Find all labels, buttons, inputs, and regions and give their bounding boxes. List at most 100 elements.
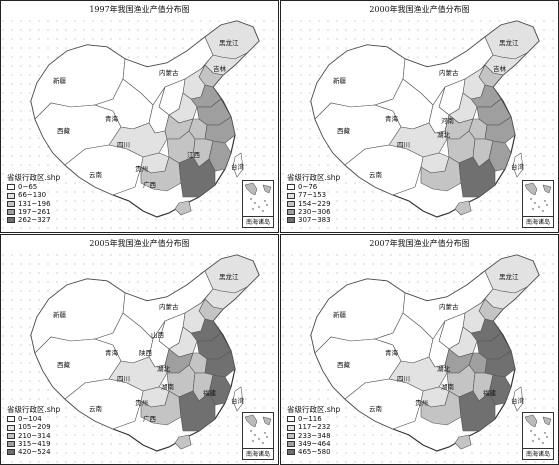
legend-swatch	[7, 200, 15, 207]
south-china-sea-inset: 南海诸岛	[522, 180, 554, 228]
legend-item: 0~116	[287, 415, 340, 423]
legend-swatch	[287, 424, 295, 431]
legend-swatch	[287, 208, 295, 215]
map-legend: 省级行政区.shp 0~104 105~209 210~314 315~419 420~5…	[7, 405, 60, 456]
legend-swatch	[287, 192, 295, 199]
map-panel-2005: 2005年我国渔业产值分布图 黑龙江 新疆 内蒙古 西藏 青海 山西 陕西 四川 湖北 贵州 湖南福…	[0, 234, 279, 465]
province-region	[420, 390, 462, 426]
province-label: 湖北	[437, 131, 450, 139]
province-label: 湖南	[441, 383, 454, 391]
inset-caption: 南海诸岛	[243, 216, 273, 226]
province-region	[512, 386, 524, 412]
legend-swatch	[287, 217, 295, 224]
legend-label: 0~76	[298, 183, 318, 192]
province-region	[232, 386, 244, 412]
map-legend: 省级行政区.shp 0~116 117~232 233~348 349~464 465~5…	[287, 405, 340, 456]
legend-swatch	[287, 184, 295, 191]
legend-swatch	[7, 449, 15, 456]
legend-item: 105~209	[7, 423, 60, 431]
legend-label: 465~580	[298, 448, 331, 457]
province-label: 台湾	[511, 397, 524, 405]
legend-label: 0~104	[18, 415, 42, 424]
legend-label: 0~65	[18, 183, 38, 192]
legend-label: 230~306	[298, 207, 331, 216]
legend-label: 349~464	[298, 439, 331, 448]
legend-item: 77~153	[287, 191, 340, 199]
province-label: 江西	[187, 151, 200, 159]
legend-label: 117~232	[298, 423, 331, 432]
legend-swatch	[287, 200, 295, 207]
map-title: 2000年我国渔业产值分布图	[369, 5, 470, 14]
legend-swatch	[287, 440, 295, 447]
legend-item: 197~261	[7, 208, 60, 216]
province-label: 吉林	[213, 65, 226, 73]
province-label: 黑龙江	[499, 39, 519, 47]
province-label: 广西	[143, 181, 156, 189]
legend-swatch	[287, 449, 295, 456]
province-region	[174, 200, 192, 216]
legend-label: 210~314	[18, 431, 51, 440]
province-label: 湖南	[161, 383, 174, 391]
inset-caption: 南海诸岛	[523, 448, 553, 458]
province-region	[174, 434, 192, 450]
province-region	[64, 378, 144, 430]
province-label: 贵州	[135, 399, 148, 407]
province-label: 台湾	[231, 397, 244, 405]
inset-map	[244, 414, 272, 444]
province-label: 新疆	[53, 77, 66, 85]
inset-caption: 南海诸岛	[523, 216, 553, 226]
legend-title: 省级行政区.shp	[287, 173, 341, 182]
province-label: 黑龙江	[219, 273, 239, 281]
legend-item: 0~65	[7, 183, 60, 191]
province-label: 云南	[89, 405, 102, 413]
legend-swatch	[7, 432, 15, 439]
legend-label: 233~348	[298, 431, 331, 440]
legend-item: 307~383	[287, 216, 340, 224]
province-label: 四川	[117, 141, 130, 149]
province-label: 西藏	[337, 127, 350, 135]
province-region	[420, 156, 462, 192]
legend-item: 349~464	[287, 440, 340, 448]
china-choropleth-map	[281, 15, 558, 232]
legend-item: 0~104	[7, 415, 60, 423]
province-label: 黑龙江	[499, 273, 519, 281]
province-label: 山西	[151, 331, 164, 339]
province-label: 台湾	[231, 163, 244, 171]
legend-label: 0~116	[298, 415, 322, 424]
legend-label: 154~229	[298, 199, 331, 208]
province-label: 内蒙古	[439, 303, 459, 311]
map-panel-1997: 1997年我国渔业产值分布图 黑龙江 吉林 新疆 内蒙古 西藏 青海 四川 云南 贵州 广西 江西台…	[0, 0, 279, 233]
province-label: 河南	[441, 117, 454, 125]
province-label: 福建	[203, 389, 216, 397]
inset-caption: 南海诸岛	[243, 448, 273, 458]
legend-label: 77~153	[298, 191, 327, 200]
province-label: 西藏	[57, 361, 70, 369]
province-region	[232, 152, 244, 178]
province-label: 台湾	[511, 163, 524, 171]
legend-label: 197~261	[18, 207, 51, 216]
map-legend: 省级行政区.shp 0~76 77~153 154~229 230~306 307~383	[287, 173, 341, 224]
province-label: 新疆	[333, 311, 346, 319]
legend-title: 省级行政区.shp	[7, 173, 61, 182]
map-panel-2000: 2000年我国渔业产值分布图 黑龙江 吉林 新疆 内蒙古 西藏 青海 四川 云南 河南 湖北 台湾省…	[280, 0, 559, 233]
province-region	[140, 390, 182, 426]
province-region	[458, 156, 496, 198]
legend-item: 465~580	[287, 448, 340, 456]
province-label: 内蒙古	[439, 69, 459, 77]
province-label: 湖北	[157, 365, 170, 373]
map-title: 2005年我国渔业产值分布图	[89, 239, 190, 248]
province-region	[140, 156, 182, 192]
province-region	[454, 200, 472, 216]
legend-swatch	[287, 432, 295, 439]
inset-map	[524, 182, 552, 212]
province-label: 内蒙古	[159, 303, 179, 311]
legend-label: 105~209	[18, 423, 51, 432]
legend-item: 233~348	[287, 432, 340, 440]
legend-item: 154~229	[287, 200, 340, 208]
province-region	[512, 152, 524, 178]
legend-swatch	[287, 416, 295, 423]
province-label: 青海	[385, 115, 398, 123]
province-label: 黑龙江	[219, 39, 239, 47]
province-region	[344, 144, 424, 196]
province-label: 吉林	[493, 65, 506, 73]
